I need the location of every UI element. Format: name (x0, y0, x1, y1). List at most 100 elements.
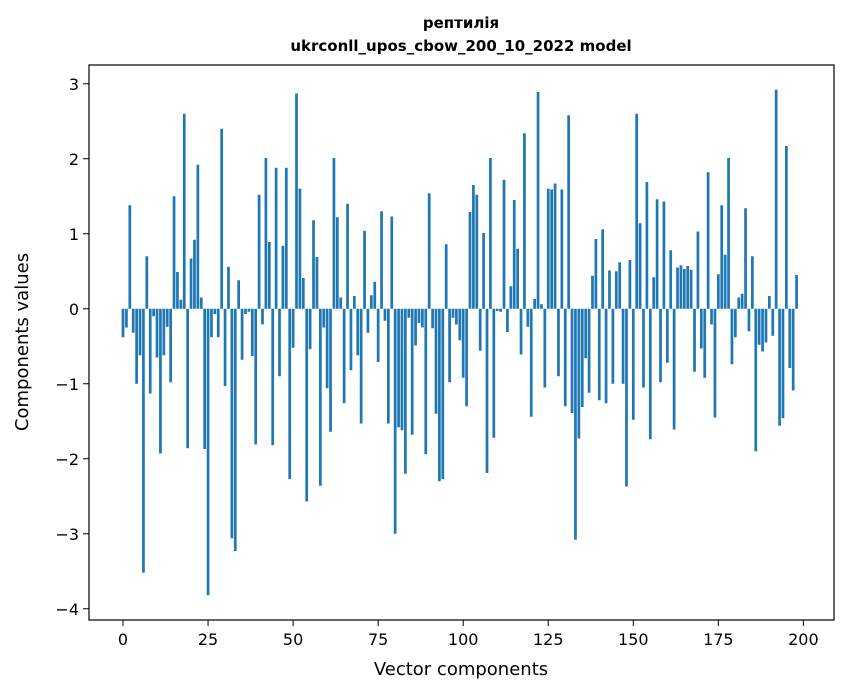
bars-group (121, 89, 798, 596)
bar (267, 242, 271, 309)
y-axis-ticks: −4 −3 −2 −1 0 1 2 3 (55, 75, 89, 619)
bar (489, 158, 492, 309)
bar (512, 200, 516, 309)
chart-subtitle: ukrconll_upos_cbow_200_10_2022 model (290, 37, 631, 55)
bar (696, 231, 700, 309)
bar (264, 158, 268, 309)
x-tick-label: 200 (788, 630, 819, 649)
bar (472, 185, 475, 309)
bar (387, 308, 390, 424)
bar (597, 308, 601, 401)
bar (223, 308, 227, 386)
bar (533, 299, 536, 309)
bar (659, 308, 662, 383)
bar (182, 113, 186, 309)
y-axis-label: Components values (12, 253, 33, 431)
bar (152, 308, 155, 317)
bar (499, 308, 502, 312)
bar (417, 308, 421, 323)
bar (312, 220, 315, 309)
bar (301, 278, 305, 309)
bar (672, 308, 676, 430)
bar (737, 297, 741, 309)
bar (570, 308, 574, 413)
bar (492, 308, 496, 438)
bar (727, 158, 730, 309)
x-tick-label: 50 (283, 630, 303, 649)
bar (669, 250, 673, 309)
bar (441, 308, 445, 479)
bar (465, 308, 468, 407)
bar (131, 308, 135, 333)
bar (261, 308, 264, 325)
bar (723, 254, 727, 309)
bar (764, 308, 768, 343)
bar (206, 308, 210, 596)
bar (400, 308, 404, 431)
bar (444, 244, 448, 309)
bar (237, 280, 241, 309)
bar (655, 199, 659, 309)
bar (638, 223, 642, 309)
bar (189, 258, 193, 309)
y-tick-label: −4 (55, 600, 79, 619)
x-axis-ticks: 0 25 50 75 100 125 150 175 200 (118, 620, 819, 649)
bar (676, 267, 679, 309)
bar (274, 167, 278, 309)
bar (339, 297, 343, 309)
bar (407, 308, 411, 318)
bar (699, 308, 703, 349)
bar (414, 308, 417, 346)
bar (305, 308, 309, 502)
x-tick-label: 0 (118, 630, 128, 649)
bar (631, 308, 635, 420)
bar (203, 308, 207, 449)
bar (373, 281, 377, 309)
bar (601, 229, 605, 309)
bar (750, 256, 754, 309)
x-tick-label: 25 (198, 630, 218, 649)
bar (186, 308, 190, 449)
bar (254, 308, 258, 445)
bar (679, 265, 683, 309)
bar (693, 308, 696, 372)
bar (135, 308, 138, 384)
bar (778, 308, 781, 426)
bar (128, 205, 132, 309)
bar (642, 308, 645, 388)
bar (652, 277, 656, 309)
bar (366, 308, 370, 333)
bar (369, 295, 373, 309)
bar (563, 308, 567, 407)
bar (193, 239, 196, 309)
bar (165, 308, 169, 327)
bar (438, 308, 441, 482)
bar (155, 308, 159, 358)
bar (485, 308, 489, 473)
bar (427, 193, 431, 309)
bar (233, 308, 237, 551)
bar (710, 308, 713, 325)
bar (325, 308, 329, 389)
bar (298, 188, 302, 309)
bar (342, 308, 346, 404)
bar (284, 167, 288, 309)
bar (295, 93, 298, 309)
bar (574, 308, 577, 540)
bar (584, 308, 588, 359)
bar (404, 308, 407, 474)
bar (628, 260, 632, 309)
bar (495, 308, 499, 311)
bar (349, 308, 353, 371)
bar (771, 308, 775, 336)
bar (785, 146, 788, 309)
bar (281, 245, 285, 309)
bar (567, 115, 571, 309)
bar (227, 266, 230, 309)
bar (278, 308, 281, 377)
bar (577, 308, 581, 439)
bar (557, 308, 560, 377)
bar (346, 203, 349, 309)
bar (744, 208, 747, 309)
x-tick-label: 150 (618, 630, 649, 649)
